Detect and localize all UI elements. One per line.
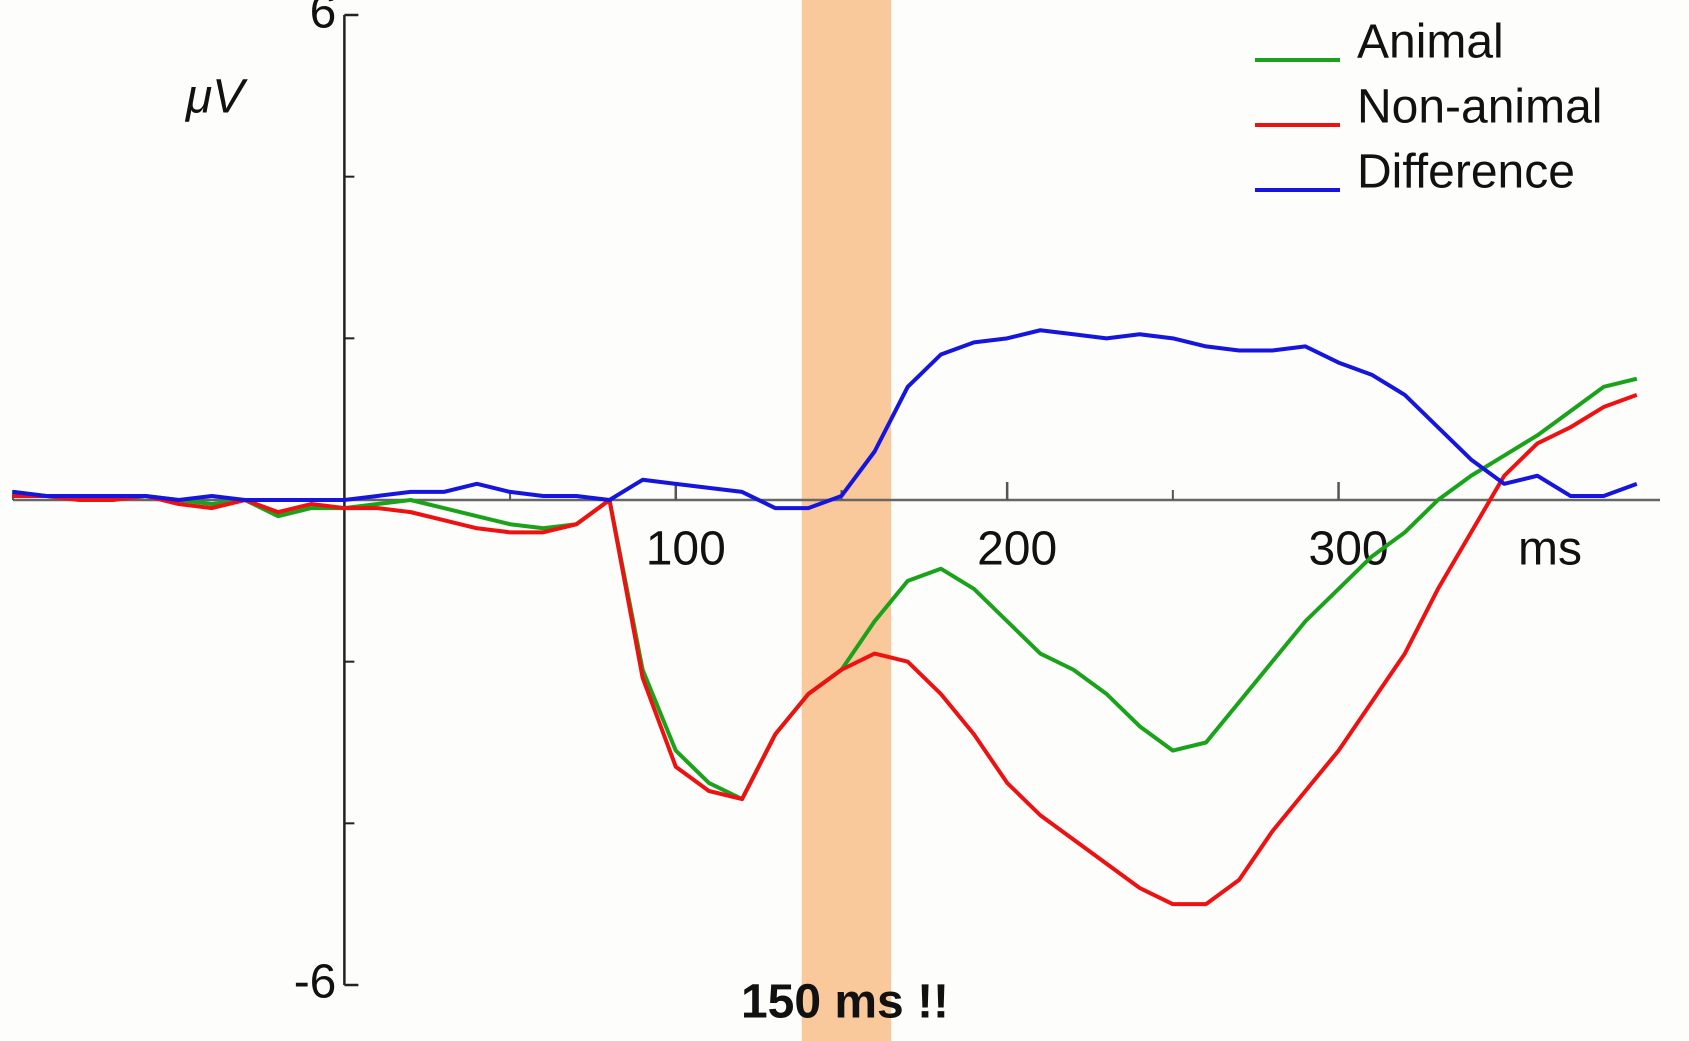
- series-line: [12, 328, 1638, 511]
- highlight-band: [801, 0, 892, 1041]
- x-tick-label: 300: [1309, 523, 1389, 576]
- y-tick-label: 6: [310, 0, 337, 39]
- legend-label: Non-animal: [1357, 81, 1602, 134]
- legend-label: Difference: [1357, 146, 1575, 199]
- series-line: [13, 393, 1638, 907]
- x-axis-label: ms: [1518, 523, 1582, 576]
- y-tick-label: -6: [294, 956, 337, 1009]
- x-tick-label: 100: [646, 523, 726, 576]
- annotation: 150 ms !!: [741, 976, 949, 1029]
- legend-label: Animal: [1357, 16, 1504, 69]
- x-tick-label: 200: [977, 523, 1057, 576]
- y-axis-label: μV: [184, 71, 248, 124]
